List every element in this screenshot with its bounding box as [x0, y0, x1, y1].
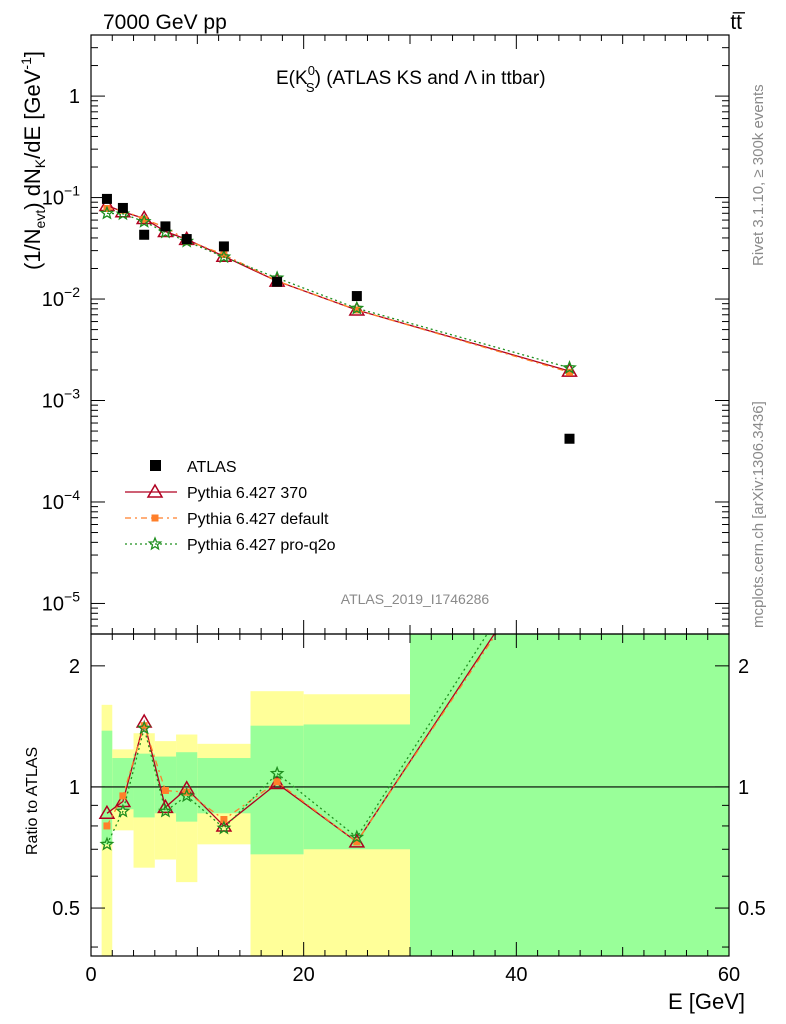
- x-tick-label: 20: [293, 964, 315, 986]
- y-tick-label: 10−1: [42, 183, 80, 210]
- square-marker: [220, 251, 228, 259]
- rivet-version-label: Rivet 3.1.10, ≥ 300k events: [750, 84, 767, 266]
- atlas-data-point: [351, 291, 362, 302]
- chart-title: E(K0 S) (ATLAS KS and Λ in ttbar): [276, 63, 546, 95]
- square-marker: [566, 368, 573, 376]
- square-marker: [140, 215, 148, 223]
- star-marker: [179, 788, 195, 803]
- star-marker: [136, 720, 152, 735]
- atlas-data-point: [117, 202, 128, 213]
- x-tick-label: 60: [718, 964, 740, 986]
- star-marker: [349, 829, 365, 844]
- stat-uncertainty-band: [112, 758, 134, 810]
- y-tick-label: 10−5: [42, 588, 80, 615]
- ratio-tick-label-right: 2: [738, 656, 749, 678]
- square-marker: [151, 514, 159, 522]
- main-panel: [98, 193, 578, 444]
- series-line: [106, 212, 570, 369]
- star-marker: [349, 300, 365, 315]
- atlas-data-point: [181, 234, 192, 245]
- atlas-data-point: [139, 229, 150, 240]
- square-marker: [353, 838, 361, 846]
- analysis-id-label: ATLAS_2019_I1746286: [341, 591, 490, 607]
- series-line: [106, 207, 570, 373]
- ratio-uncertainty-bands: [101, 634, 729, 956]
- ratio-y-axis-label: Ratio to ATLAS: [24, 747, 41, 855]
- ratio-tick-label-right: 1: [738, 777, 749, 799]
- ratio-tick-label: 1: [69, 777, 80, 799]
- atlas-data-point: [272, 276, 283, 287]
- stat-uncertainty-band: [250, 725, 304, 855]
- star-marker: [216, 820, 232, 835]
- stat-uncertainty-band: [410, 634, 729, 956]
- square-marker: [353, 306, 361, 314]
- star-marker: [147, 536, 163, 551]
- square-marker: [183, 788, 191, 796]
- legend-label: Pythia 6.427 default: [187, 511, 329, 528]
- beam-energy-label: 7000 GeV pp: [103, 11, 227, 34]
- square-marker: [161, 786, 169, 794]
- process-label: tt̅: [730, 11, 746, 34]
- star-marker: [562, 359, 577, 375]
- legend-label: Pythia 6.427 370: [187, 485, 307, 502]
- series-line: [106, 204, 570, 372]
- square-marker: [273, 778, 281, 786]
- square-marker: [220, 816, 228, 824]
- ratio-panel: [91, 633, 729, 851]
- atlas-data-point: [218, 241, 229, 252]
- star-marker: [99, 205, 115, 220]
- axes: 0 20 40 60 1 10−1 10−2 10−3 10−4 10−5 0.5 0.5 1 1 2 2: [42, 34, 766, 986]
- stat-uncertainty-band: [154, 756, 177, 814]
- square-marker: [140, 722, 148, 730]
- legend-label: Pythia 6.427 pro-q2o: [187, 537, 336, 554]
- square-marker: [119, 792, 127, 800]
- star-marker: [216, 249, 232, 264]
- legend: ATLAS Pythia 6.427 370 Pythia 6.427 defaul…: [125, 459, 336, 554]
- x-tick-label: 0: [85, 964, 96, 986]
- ratio-tick-label-right: 0.5: [738, 898, 766, 920]
- square-marker: [103, 822, 111, 830]
- y-tick-label: 10−3: [42, 386, 80, 413]
- ratio-tick-label: 0.5: [52, 898, 80, 920]
- y-axis-label: (1/Nevt) dNK/dE [GeV-1]: [18, 51, 48, 270]
- star-marker: [115, 803, 131, 818]
- triangle-marker: [157, 798, 174, 814]
- triangle-marker: [146, 483, 164, 498]
- ratio-tick-label: 2: [69, 656, 80, 678]
- triangle-marker: [98, 804, 116, 820]
- x-axis-label: E [GeV]: [668, 989, 745, 1014]
- ratio-series-line: [106, 633, 488, 845]
- x-tick-label: 40: [505, 964, 527, 986]
- legend-atlas-marker: [150, 460, 161, 471]
- atlas-data-point: [101, 193, 112, 204]
- star-marker: [136, 213, 152, 228]
- y-tick-label: 10−4: [42, 487, 80, 514]
- mcplots-label: mcplots.cern.ch [arXiv:1306.3436]: [750, 401, 767, 628]
- legend-label: ATLAS: [187, 459, 237, 476]
- y-tick-label: 1: [69, 86, 80, 108]
- y-tick-label: 10−2: [42, 284, 80, 311]
- star-marker: [157, 803, 173, 818]
- atlas-data-point: [564, 433, 575, 444]
- atlas-data-point: [160, 221, 171, 232]
- stat-uncertainty-band: [197, 758, 251, 814]
- star-marker: [269, 765, 285, 780]
- star-marker: [99, 836, 115, 851]
- stat-uncertainty-band: [133, 753, 155, 818]
